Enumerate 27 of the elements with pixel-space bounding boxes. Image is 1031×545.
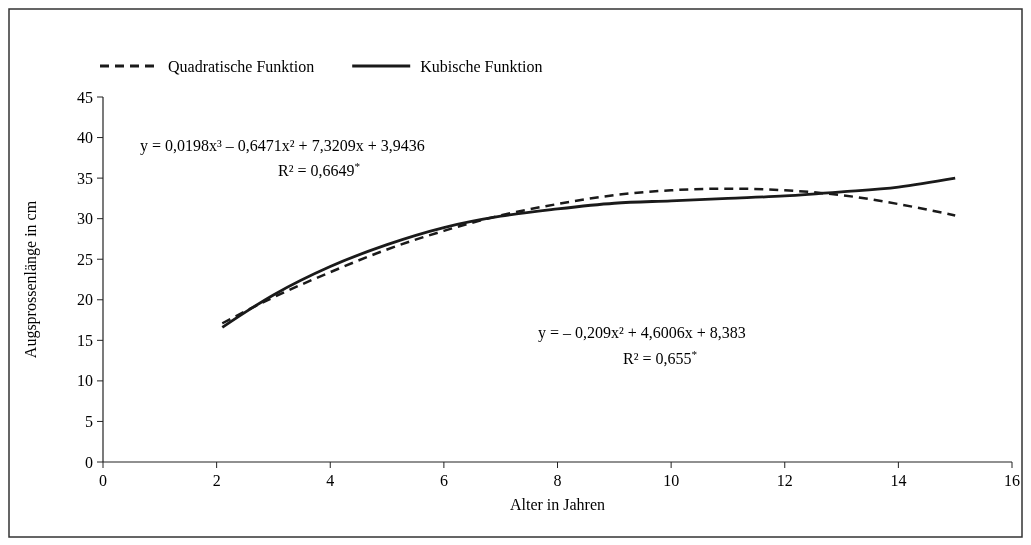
x-tick-label: 4 — [326, 472, 335, 489]
annotation: y = – 0,209x² + 4,6006x + 8,383 — [538, 324, 746, 342]
y-tick-label: 0 — [85, 453, 93, 471]
x-tick-label: 0 — [99, 472, 107, 489]
x-axis-title: Alter in Jahren — [509, 496, 606, 513]
y-tick-label: 35 — [77, 169, 93, 187]
y-tick-label: 10 — [77, 372, 93, 390]
legend-label: Kubische Funktion — [420, 57, 543, 75]
x-tick-label: 12 — [776, 472, 793, 489]
x-tick-label: 14 — [890, 472, 907, 489]
y-tick-label: 30 — [77, 210, 93, 228]
annotation: y = 0,0198x³ – 0,6471x² + 7,3209x + 3,9436 — [140, 137, 425, 155]
x-tick-label: 2 — [212, 472, 221, 489]
x-tick-label: 16 — [1004, 472, 1020, 489]
y-tick-label: 5 — [85, 413, 93, 431]
x-tick-label: 8 — [553, 472, 562, 489]
y-axis-title: Augsprossenlänge in cm — [22, 200, 40, 359]
y-tick-label: 15 — [77, 331, 93, 349]
legend-label: Quadratische Funktion — [168, 57, 315, 75]
y-tick-label: 20 — [77, 291, 93, 309]
y-tick-label: 25 — [77, 250, 93, 268]
x-tick-label: 6 — [439, 472, 448, 489]
x-tick-label: 10 — [663, 472, 680, 489]
annotation: R² = 0,6649$^{*}$ — [278, 160, 361, 179]
y-tick-label: 45 — [77, 88, 93, 106]
annotation: R² = 0,655$^{*}$ — [623, 348, 698, 367]
y-tick-label: 40 — [77, 129, 93, 147]
